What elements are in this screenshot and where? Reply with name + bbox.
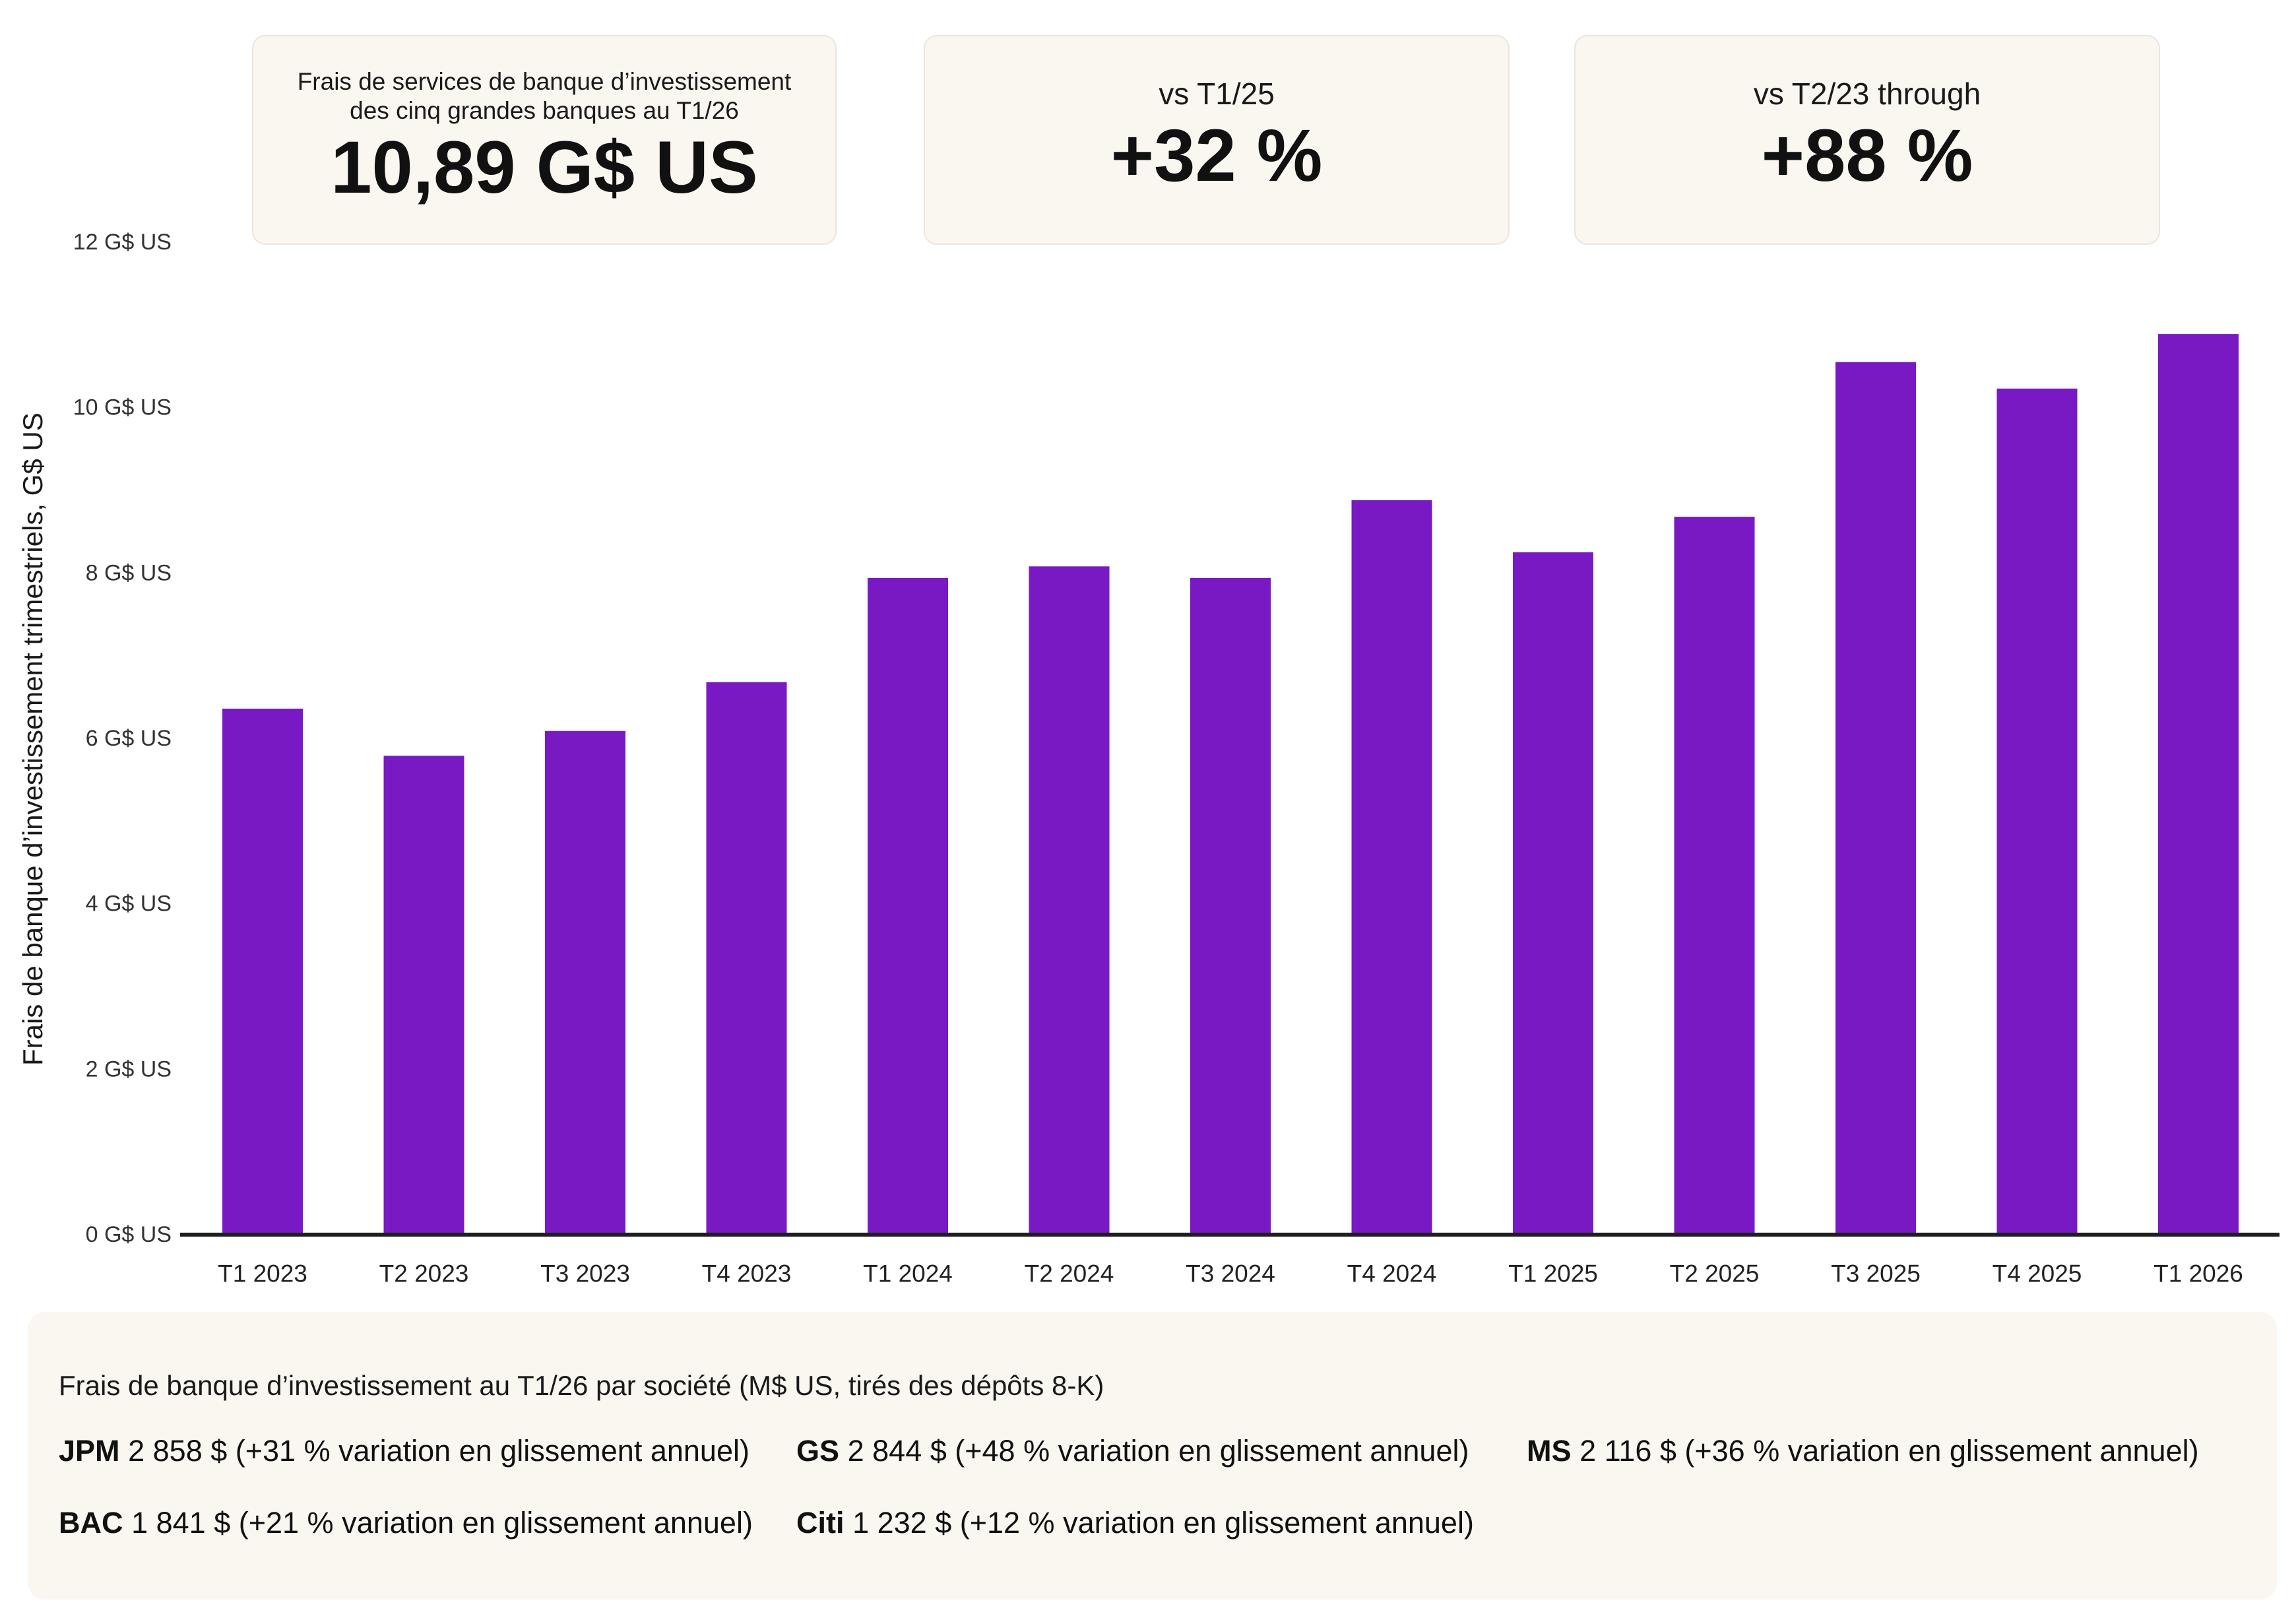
- x-tick-label-t4-2025: T4 2025: [1993, 1260, 2082, 1287]
- x-tick-label-t2-2025: T2 2025: [1670, 1260, 1760, 1287]
- y-tick-label-0: 0 G$ US: [86, 1222, 172, 1247]
- bar-t2-2025: [1674, 517, 1755, 1235]
- breakdown-detail: 2 844 $ (+48 % variation en glissement a…: [847, 1434, 1469, 1468]
- kpi-card-vs-t2-23-label: vs T2/23 through: [1753, 77, 1981, 111]
- kpi-card-vs-t2-23-value: +88 %: [1761, 114, 1973, 197]
- y-tick-label-6: 6 G$ US: [86, 726, 172, 751]
- kpi-card-vs-t1-25-label: vs T1/25: [1159, 77, 1275, 111]
- bar-t2-2024: [1029, 566, 1110, 1235]
- breakdown-ticker: MS: [1527, 1434, 1572, 1468]
- kpi-card-vs-t1-25-value: +32 %: [1110, 114, 1323, 197]
- kpi-card-vs-t2-23: vs T2/23 through +88 %: [1574, 35, 2160, 245]
- bar-t3-2025: [1835, 362, 1916, 1235]
- x-axis-labels: T1 2023 T2 2023 T3 2023 T4 2023 T1 2024 T2 20…: [218, 1260, 2243, 1287]
- kpi-card-total-label-line2: des cinq grandes banques au T1/26: [350, 97, 739, 124]
- y-tick-label-10: 10 G$ US: [73, 395, 172, 420]
- kpi-card-total: Frais de services de banque d’investisse…: [252, 35, 837, 245]
- x-tick-label-t1-2026: T1 2026: [2153, 1260, 2243, 1287]
- y-axis-labels: 0 G$ US 2 G$ US 4 G$ US 6 G$ US 8 G$ US 10 G$…: [73, 230, 172, 1247]
- breakdown-item-ms: MS 2 116 $ (+36 % variation en glissement…: [1527, 1433, 2199, 1469]
- x-tick-label-t4-2024: T4 2024: [1347, 1260, 1437, 1287]
- bar-t2-2023: [383, 756, 464, 1235]
- bar-t4-2023: [706, 682, 787, 1235]
- breakdown-detail: 2 116 $ (+36 % variation en glissement a…: [1579, 1434, 2199, 1468]
- breakdown-ticker: GS: [796, 1434, 840, 1468]
- y-tick-label-2: 2 G$ US: [86, 1056, 172, 1082]
- x-tick-label-t3-2025: T3 2025: [1831, 1260, 1921, 1287]
- y-tick-label-12: 12 G$ US: [73, 230, 172, 255]
- x-tick-label-t1-2023: T1 2023: [218, 1260, 307, 1287]
- breakdown-detail: 1 841 $ (+21 % variation en glissement a…: [131, 1506, 753, 1540]
- bar-t1-2025: [1513, 552, 1593, 1235]
- x-tick-label-t4-2023: T4 2023: [702, 1260, 792, 1287]
- breakdown-item-citi: Citi 1 232 $ (+12 % variation en glisseme…: [796, 1505, 1474, 1541]
- breakdown-detail: 1 232 $ (+12 % variation en glissement a…: [852, 1506, 1474, 1540]
- x-tick-label-t1-2024: T1 2024: [863, 1260, 953, 1287]
- bar-t3-2024: [1190, 577, 1271, 1235]
- breakdown-ticker: Citi: [796, 1506, 845, 1540]
- bar-t3-2023: [545, 730, 625, 1235]
- y-tick-label-8: 8 G$ US: [86, 560, 172, 585]
- kpi-card-total-label: Frais de services de banque d’investisse…: [253, 67, 835, 125]
- x-tick-label-t2-2024: T2 2024: [1025, 1260, 1114, 1287]
- breakdown-ticker: BAC: [59, 1506, 123, 1540]
- bar-t1-2026: [2158, 334, 2239, 1235]
- kpi-card-vs-t1-25: vs T1/25 +32 %: [924, 35, 1510, 245]
- bar-t1-2023: [222, 708, 303, 1235]
- x-axis-baseline: [180, 1233, 2280, 1237]
- breakdown-panel: Frais de banque d’investissement au T1/2…: [28, 1312, 2277, 1600]
- x-tick-label-t2-2023: T2 2023: [379, 1260, 469, 1287]
- breakdown-detail: 2 858 $ (+31 % variation en glissement a…: [128, 1434, 749, 1468]
- breakdown-item-gs: GS 2 844 $ (+48 % variation en glissement…: [796, 1433, 1469, 1469]
- kpi-card-total-label-line1: Frais de services de banque d’investisse…: [297, 68, 792, 95]
- bar-t4-2024: [1351, 500, 1432, 1235]
- bar-t1-2024: [868, 577, 948, 1235]
- breakdown-ticker: JPM: [59, 1434, 120, 1468]
- bar-t4-2025: [1996, 388, 2078, 1235]
- x-tick-label-t1-2025: T1 2025: [1508, 1260, 1598, 1287]
- kpi-card-total-value: 10,89 G$ US: [331, 126, 758, 209]
- breakdown-item-jpm: JPM 2 858 $ (+31 % variation en glissemen…: [59, 1433, 749, 1469]
- x-tick-label-t3-2024: T3 2024: [1186, 1260, 1275, 1287]
- breakdown-item-bac: BAC 1 841 $ (+21 % variation en glissemen…: [59, 1505, 753, 1541]
- x-tick-label-t3-2023: T3 2023: [540, 1260, 630, 1287]
- y-tick-label-4: 4 G$ US: [86, 892, 172, 917]
- bars: [222, 334, 2239, 1235]
- breakdown-title: Frais de banque d’investissement au T1/2…: [59, 1370, 1104, 1401]
- y-axis-title: Frais de banque d’investissement trimest…: [17, 412, 48, 1066]
